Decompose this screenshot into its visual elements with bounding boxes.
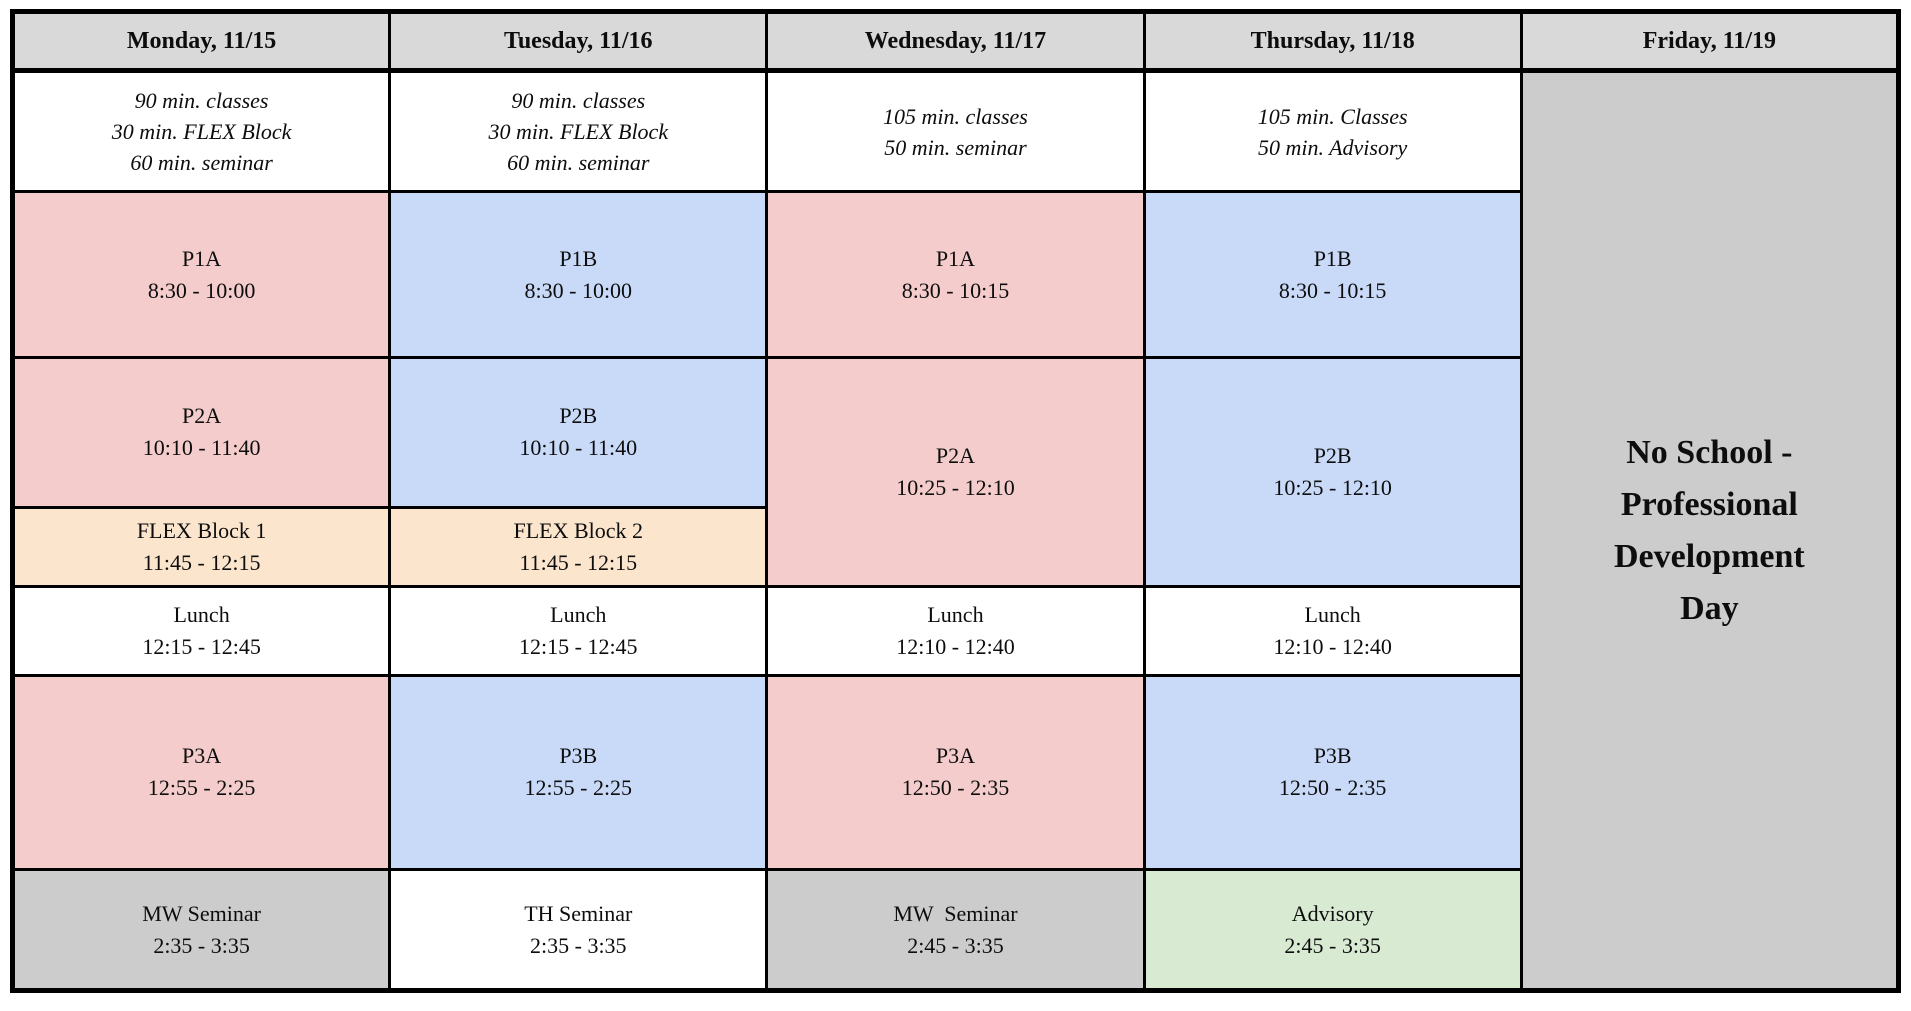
description-line: 50 min. seminar (884, 134, 1027, 160)
seminar-row: MW Seminar 2:35 - 3:35 TH Seminar 2:35 -… (10, 868, 1899, 992)
block-time: 10:10 - 11:40 (142, 435, 261, 461)
block-time: 8:30 - 10:15 (1278, 277, 1387, 303)
block-time: 12:50 - 2:35 (1278, 775, 1387, 801)
cell-thursday-p2: P2B 10:25 - 12:10 (1142, 356, 1523, 589)
block-time: 12:10 - 12:40 (1273, 634, 1392, 660)
cell-tuesday-p2: P2B 10:10 - 11:40 (388, 356, 769, 509)
block-title: Lunch (173, 602, 230, 628)
cell-monday-lunch: Lunch 12:15 - 12:45 (10, 585, 392, 677)
block-time: 11:45 - 12:15 (142, 550, 261, 576)
block-title: Lunch (550, 602, 607, 628)
block-title: FLEX Block 1 (136, 518, 267, 544)
block-title: P3A (935, 743, 976, 769)
block-time: 10:25 - 12:10 (896, 475, 1015, 501)
flex-block-row: FLEX Block 1 11:45 - 12:15 FLEX Block 2 … (10, 505, 1899, 589)
block-time: 8:30 - 10:00 (524, 277, 633, 303)
block-time: 2:35 - 3:35 (153, 932, 250, 958)
cell-wednesday-p3: P3A 12:50 - 2:35 (765, 673, 1146, 872)
cell-monday-seminar: MW Seminar 2:35 - 3:35 (10, 868, 392, 992)
day-header-tuesday: Tuesday, 11/16 (388, 9, 769, 74)
block-time: 12:10 - 12:40 (896, 634, 1015, 660)
header-row: Monday, 11/15 Tuesday, 11/16 Wednesday, … (10, 9, 1901, 74)
cell-wednesday-p2: P2A 10:25 - 12:10 (765, 356, 1146, 589)
block-time: 12:50 - 2:35 (901, 775, 1010, 801)
block-title: P1A (182, 245, 222, 271)
block-title: P3B (1313, 743, 1352, 769)
block-time: 8:30 - 10:00 (147, 277, 256, 303)
description-line: 90 min. classes (134, 88, 269, 114)
block-title: Lunch (927, 602, 984, 628)
cell-monday-description: 90 min. classes 30 min. FLEX Block 60 mi… (10, 69, 392, 194)
block-title: P2B (1313, 443, 1352, 469)
cell-friday-no-school: No School - Professional Development Day (1519, 69, 1901, 992)
description-line: 105 min. Classes (1257, 103, 1408, 129)
block-title: FLEX Block 2 (513, 518, 644, 544)
cell-thursday-p3: P3B 12:50 - 2:35 (1142, 673, 1523, 872)
cell-tuesday-flex: FLEX Block 2 11:45 - 12:15 (388, 505, 769, 589)
weekly-schedule-table: Monday, 11/15 Tuesday, 11/16 Wednesday, … (10, 9, 1901, 993)
cell-monday-p2: P2A 10:10 - 11:40 (10, 356, 392, 509)
cell-thursday-advisory: Advisory 2:45 - 3:35 (1142, 868, 1523, 992)
cell-monday-flex: FLEX Block 1 11:45 - 12:15 (10, 505, 392, 589)
block-time: 10:10 - 11:40 (519, 435, 638, 461)
period2-row: P2A 10:10 - 11:40 P2B 10:10 - 11:40 P2A … (10, 356, 1899, 589)
cell-wednesday-seminar: MW Seminar 2:45 - 3:35 (765, 868, 1146, 992)
block-title: P3A (182, 743, 222, 769)
cell-monday-p3: P3A 12:55 - 2:25 (10, 673, 392, 872)
block-title: MW Seminar (142, 900, 261, 926)
description-line: 90 min. classes (511, 88, 646, 114)
description-row: 90 min. classes 30 min. FLEX Block 60 mi… (10, 69, 1901, 992)
block-title: TH Seminar (524, 900, 633, 926)
period3-row: P3A 12:55 - 2:25 P3B 12:55 - 2:25 P3A 12… (10, 673, 1899, 872)
block-title: P3B (559, 743, 598, 769)
description-line: 30 min. FLEX Block (111, 119, 292, 145)
block-time: 2:45 - 3:35 (1284, 932, 1381, 958)
description-line: 60 min. seminar (130, 150, 273, 176)
lunch-row: Lunch 12:15 - 12:45 Lunch 12:15 - 12:45 … (10, 585, 1899, 677)
block-title: Lunch (1304, 602, 1361, 628)
block-time: 8:30 - 10:15 (901, 277, 1010, 303)
cell-wednesday-description: 105 min. classes 50 min. seminar (765, 69, 1146, 194)
cell-tuesday-lunch: Lunch 12:15 - 12:45 (388, 585, 769, 677)
block-title: MW Seminar (893, 900, 1018, 926)
description-line: 30 min. FLEX Block (488, 119, 669, 145)
block-time: 11:45 - 12:15 (519, 550, 638, 576)
block-title: P1A (935, 245, 976, 271)
cell-thursday-p1: P1B 8:30 - 10:15 (1142, 190, 1523, 360)
block-title: P2B (559, 403, 598, 429)
description-line: 50 min. Advisory (1258, 134, 1408, 160)
day-header-monday: Monday, 11/15 (10, 9, 392, 74)
day-header-friday: Friday, 11/19 (1519, 9, 1901, 74)
cell-thursday-lunch: Lunch 12:10 - 12:40 (1142, 585, 1523, 677)
description-line: 60 min. seminar (507, 150, 650, 176)
cell-tuesday-seminar: TH Seminar 2:35 - 3:35 (388, 868, 769, 992)
cell-wednesday-lunch: Lunch 12:10 - 12:40 (765, 585, 1146, 677)
period1-row: P1A 8:30 - 10:00 P1B 8:30 - 10:00 P1A 8:… (10, 190, 1899, 360)
day-header-wednesday: Wednesday, 11/17 (765, 9, 1146, 74)
block-title: P2A (182, 403, 222, 429)
block-title: P1B (1313, 245, 1352, 271)
day-header-thursday: Thursday, 11/18 (1142, 9, 1523, 74)
block-time: 12:15 - 12:45 (142, 634, 261, 660)
block-time: 12:55 - 2:25 (524, 775, 633, 801)
block-title: P1B (559, 245, 598, 271)
cell-tuesday-p3: P3B 12:55 - 2:25 (388, 673, 769, 872)
description-line: 105 min. classes (883, 103, 1028, 129)
cell-tuesday-p1: P1B 8:30 - 10:00 (388, 190, 769, 360)
block-title: P2A (935, 443, 976, 469)
block-time: 12:55 - 2:25 (147, 775, 256, 801)
block-title: Advisory (1291, 900, 1374, 926)
block-time: 2:35 - 3:35 (530, 932, 627, 958)
block-time: 2:45 - 3:35 (907, 932, 1004, 958)
cell-thursday-description: 105 min. Classes 50 min. Advisory (1142, 69, 1523, 194)
cell-wednesday-p1: P1A 8:30 - 10:15 (765, 190, 1146, 360)
cell-monday-p1: P1A 8:30 - 10:00 (10, 190, 392, 360)
no-school-notice: No School - Professional Development Day (1614, 433, 1805, 627)
block-time: 12:15 - 12:45 (519, 634, 638, 660)
cell-tuesday-description: 90 min. classes 30 min. FLEX Block 60 mi… (388, 69, 769, 194)
block-time: 10:25 - 12:10 (1273, 475, 1392, 501)
